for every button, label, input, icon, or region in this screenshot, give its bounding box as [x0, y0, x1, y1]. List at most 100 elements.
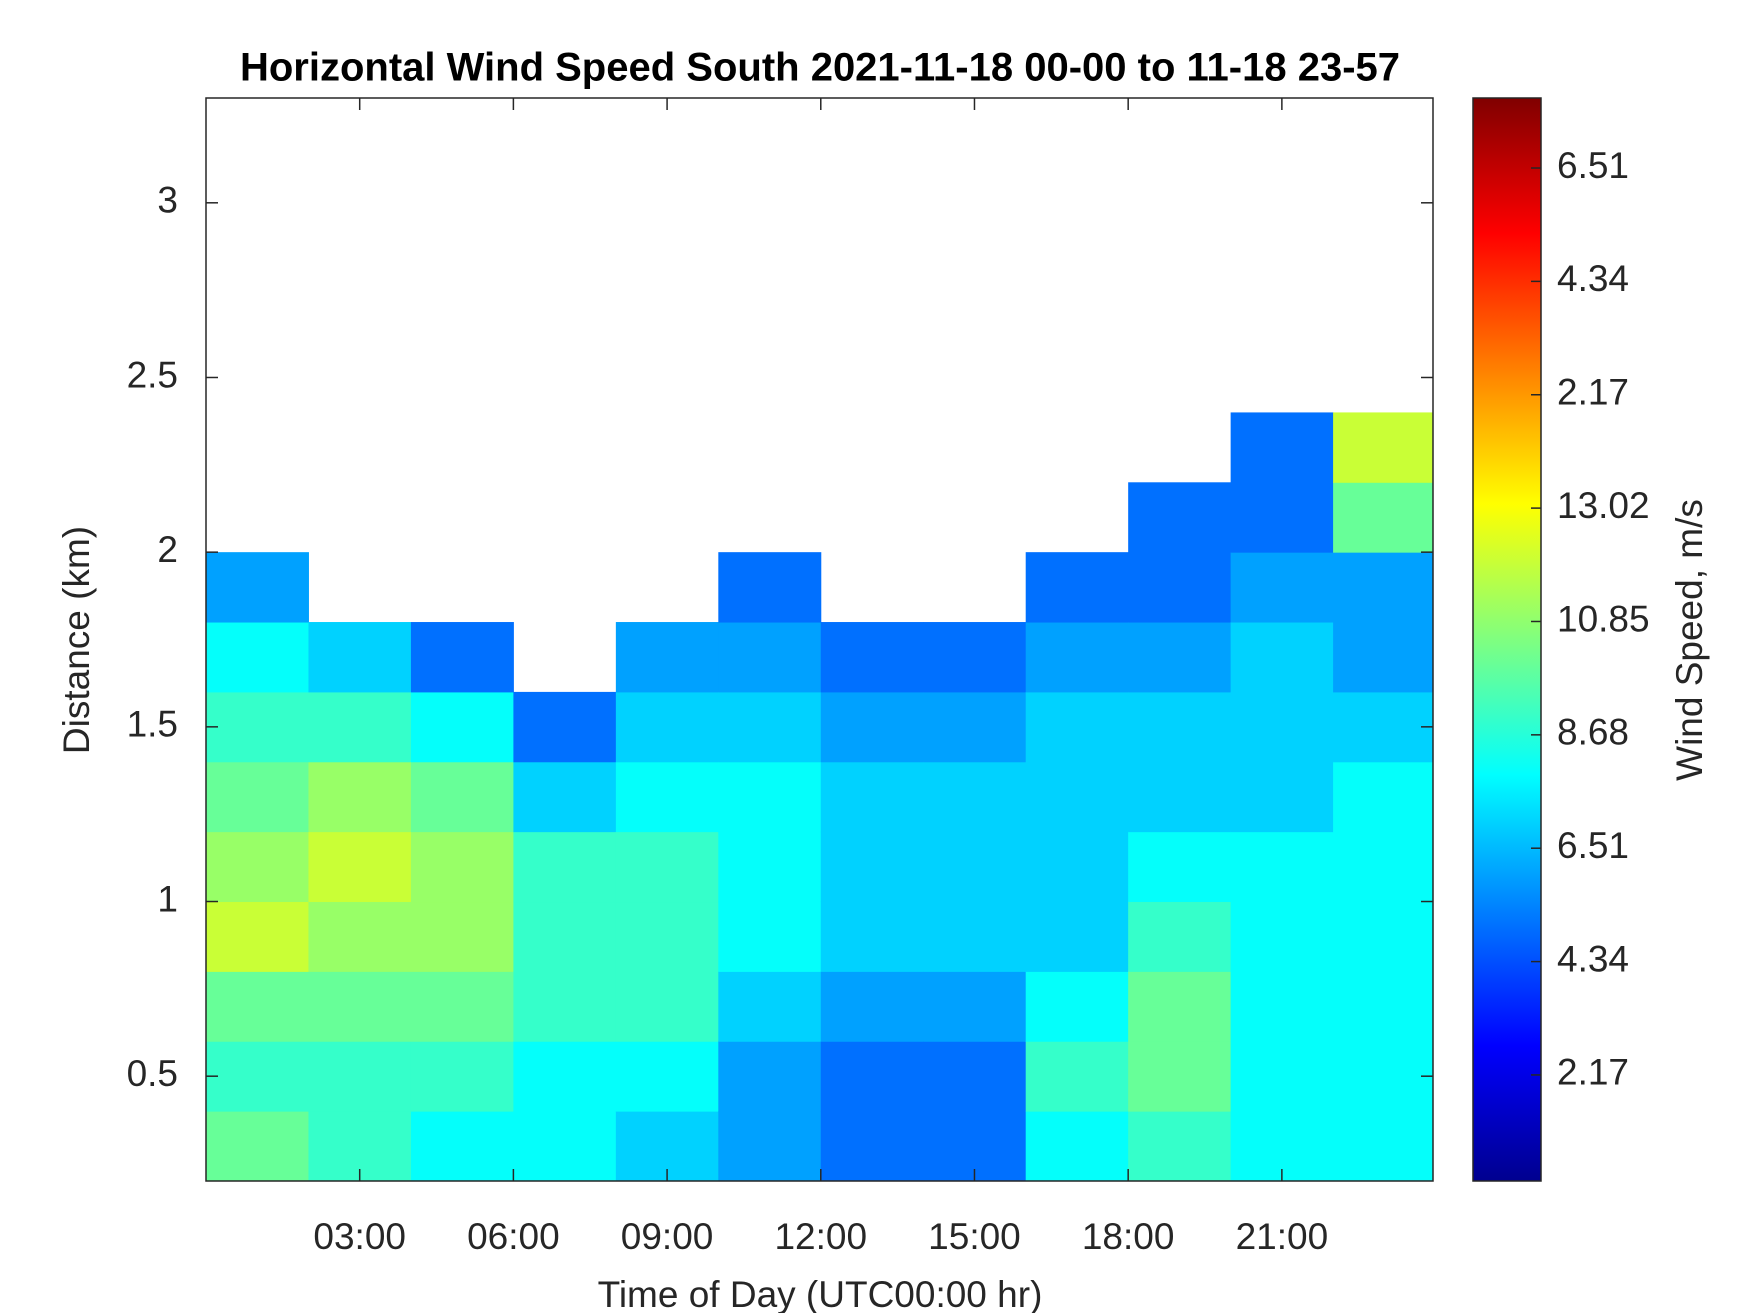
heatmap-cell	[820, 971, 924, 1042]
heatmap-cell	[410, 622, 514, 693]
heatmap-cell	[206, 552, 309, 623]
heatmap-cell	[1025, 552, 1129, 623]
heatmap-cell	[820, 1111, 924, 1181]
heatmap-cell	[206, 901, 309, 972]
heatmap-cell	[1333, 412, 1433, 483]
heatmap-cell	[410, 831, 514, 903]
y-axis-label: Distance (km)	[56, 526, 97, 754]
heatmap-cell	[615, 1041, 719, 1112]
heatmap-cell	[1025, 691, 1129, 763]
heatmap-cell	[1333, 691, 1433, 763]
heatmap-cell	[1333, 971, 1433, 1042]
colorbar-tick-label: 2.17	[1557, 372, 1629, 413]
x-tick-label: 06:00	[467, 1216, 560, 1257]
heatmap-cell	[513, 1111, 617, 1181]
heatmap-cell	[410, 761, 514, 833]
heatmap-cell	[718, 691, 822, 763]
colorbar-tick-label: 13.02	[1557, 485, 1650, 526]
y-tick-label: 3	[157, 180, 178, 221]
heatmap-cell	[820, 761, 924, 833]
heatmap-cell	[1128, 552, 1232, 623]
x-tick-label: 18:00	[1082, 1216, 1175, 1257]
heatmap-cell	[308, 761, 412, 833]
heatmap-cell	[1128, 831, 1232, 903]
heatmap-cell	[410, 901, 514, 972]
heatmap-cell	[820, 1041, 924, 1112]
y-tick-label: 0.5	[127, 1053, 178, 1094]
heatmap-cell	[615, 761, 719, 833]
heatmap-cell	[820, 622, 924, 693]
heatmap-cell	[410, 971, 514, 1042]
heatmap-cell	[1230, 1041, 1334, 1112]
x-tick-label: 09:00	[621, 1216, 714, 1257]
x-tick-label: 03:00	[313, 1216, 406, 1257]
heatmap-cell	[1128, 622, 1232, 693]
heatmap-cell	[206, 761, 309, 833]
heatmap-cell	[718, 622, 822, 693]
heatmap-cell	[1025, 1111, 1129, 1181]
heatmap-cell	[923, 622, 1027, 693]
heatmap-cell	[206, 691, 309, 763]
heatmap-cell	[1333, 1041, 1433, 1112]
heatmap-cell	[718, 971, 822, 1042]
colorbar-label: Wind Speed, m/s	[1669, 499, 1710, 781]
colorbar-tick-label: 4.34	[1557, 258, 1629, 299]
heatmap-cell	[718, 1041, 822, 1112]
heatmap-cell	[1230, 901, 1334, 972]
heatmap-cell	[513, 831, 617, 903]
x-tick-label: 15:00	[928, 1216, 1021, 1257]
heatmap-cell	[718, 761, 822, 833]
heatmap-cell	[615, 971, 719, 1042]
heatmap-cell	[1025, 901, 1129, 972]
heatmap-cell	[718, 901, 822, 972]
heatmap-cell	[1025, 622, 1129, 693]
heatmap-cell	[923, 831, 1027, 903]
heatmap-cell	[1025, 971, 1129, 1042]
heatmap-cell	[1128, 901, 1232, 972]
heatmap-cell	[513, 761, 617, 833]
heatmap-cell	[1230, 552, 1334, 623]
heatmap-cell	[410, 1041, 514, 1112]
heatmap-cell	[1025, 1041, 1129, 1112]
heatmap-cell	[1230, 971, 1334, 1042]
heatmap-cell	[1333, 622, 1433, 693]
heatmap-cell	[1230, 691, 1334, 763]
heatmap-cell	[513, 691, 617, 763]
heatmap-cell	[308, 831, 412, 903]
heatmap-cell	[718, 552, 822, 623]
heatmap-cell	[513, 971, 617, 1042]
y-tick-label: 1.5	[127, 704, 178, 745]
heatmap-cell	[1333, 901, 1433, 972]
heatmap-cell	[615, 622, 719, 693]
heatmap-cell	[923, 761, 1027, 833]
heatmap-cell	[1333, 831, 1433, 903]
heatmap-cell	[1128, 691, 1232, 763]
y-tick-label: 2.5	[127, 354, 178, 395]
heatmap-cell	[206, 1111, 309, 1181]
heatmap-cell	[206, 1041, 309, 1112]
colorbar-tick-label: 4.34	[1557, 938, 1629, 979]
heatmap-cell	[1025, 761, 1129, 833]
heatmap-cell	[820, 691, 924, 763]
heatmap-cell	[1333, 761, 1433, 833]
heatmap-cell	[410, 691, 514, 763]
heatmap-cell	[308, 901, 412, 972]
heatmap-cell	[206, 971, 309, 1042]
heatmap-cell	[1128, 1041, 1232, 1112]
heatmap-cell	[1333, 482, 1433, 553]
heatmap-cell	[1128, 482, 1232, 553]
heatmap-cell	[206, 831, 309, 903]
heatmap-cell	[308, 691, 412, 763]
heatmap-cell	[718, 831, 822, 903]
heatmap-cell	[820, 831, 924, 903]
heatmap-cell	[923, 691, 1027, 763]
colorbar-tick-label: 6.51	[1557, 145, 1629, 186]
heatmap-cell	[308, 622, 412, 693]
heatmap-cell	[718, 1111, 822, 1181]
colorbar-tick-label: 8.68	[1557, 712, 1629, 753]
heatmap-cell	[308, 1041, 412, 1112]
heatmap-cell	[1230, 482, 1334, 553]
heatmap-cell	[1230, 831, 1334, 903]
plot-frame	[205, 97, 1434, 1182]
